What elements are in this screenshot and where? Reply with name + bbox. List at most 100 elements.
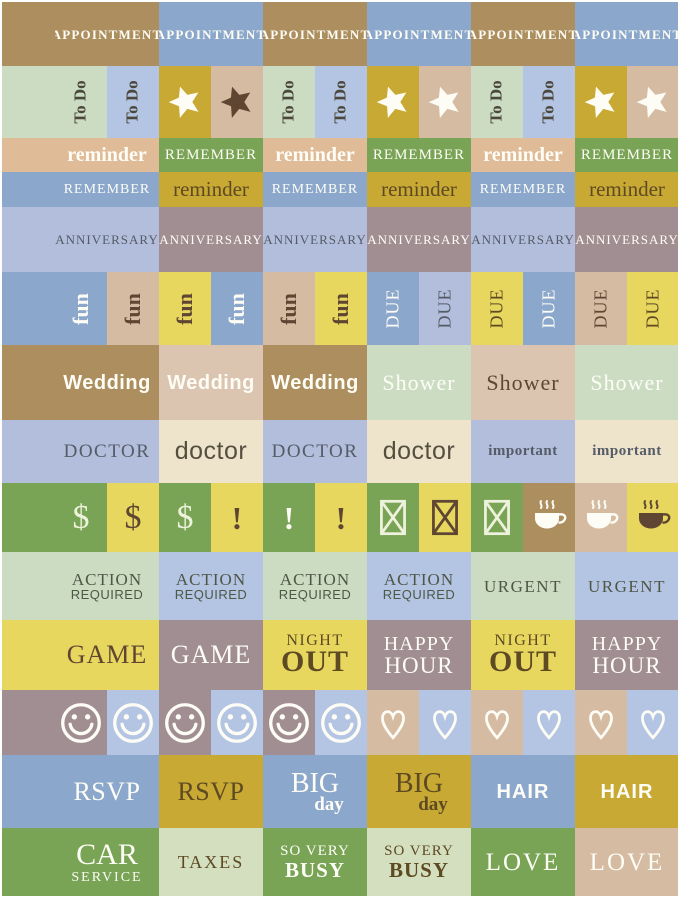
sticker-reminder: reminder [367,172,471,207]
sticker-appointment: APPOINTMENT [367,2,471,66]
sticker-due: DUE [419,272,471,345]
sticker-important: important [471,420,575,483]
sticker-appointment-label: APPOINTMENT [575,28,678,41]
sticker-love: LOVE [575,828,678,896]
sticker-hair: HAIR [471,755,575,828]
sheet-edge-strip [2,2,55,66]
sticker-fun-label: fun [275,292,301,325]
smiley-icon [318,700,364,746]
sticker-anniversary-label: ANNIVERSARY [575,233,678,246]
sticker-doctor-text: doctor [174,437,248,465]
sticker-remember: REMEMBER [471,172,575,207]
sticker-night-out-text: NIGHT [494,632,552,649]
coffee-icon [580,498,622,538]
sticker-fun-label: fun [171,292,197,325]
sticker-taxes: TAXES [159,828,263,896]
sticker-night-out-text: OUT [488,645,557,678]
sticker-due: DUE [367,272,419,345]
sticker-anniversary: ANNIVERSARY [367,207,471,272]
sticker-todo: To Do [523,66,575,138]
sticker-coffee [627,483,678,552]
sticker-anniversary-label: ANNIVERSARY [263,233,366,246]
sticker-doctor-label: DOCTOR [64,442,151,461]
sticker-dollar-label: $ [73,500,90,535]
smiley-icon [162,700,208,746]
sticker-anniversary: ANNIVERSARY [575,207,678,272]
sticker-wedding-label: Wedding [167,373,255,393]
sticker-anniversary: ANNIVERSARY [263,207,367,272]
sticker-action-required-text: REQUIRED [174,587,248,602]
sticker-taxes-text: TAXES [177,852,245,872]
sticker-anniversary-label: ANNIVERSARY [159,233,262,246]
sticker-love-text: LOVE [589,848,665,876]
sticker-doctor-text: DOCTOR [271,441,359,462]
sticker-remember-label: REMEMBER [272,182,359,197]
sticker-shower-label: Shower [382,371,455,394]
sheet-edge-strip [2,345,55,420]
sticker-happy-hour: HAPPY HOUR [575,620,678,690]
sticker-wedding: Wedding [55,345,159,420]
sticker-rsvp-label: RSVP [177,776,245,806]
sticker-appointment-label: APPOINTMENT [159,28,263,41]
row-symbols: $ $ $!!! [2,483,678,552]
sticker-due: DUE [575,272,627,345]
heart-icon [428,702,462,744]
heart-icon [532,702,566,744]
sticker-exclamation-text: ! [231,499,243,536]
smiley-icon [214,700,260,746]
heart-icon [584,702,618,744]
sticker-heart [471,690,523,755]
sticker-reminder: reminder [575,172,678,207]
sticker-doctor: doctor [367,420,471,483]
sticker-important-label: important [488,444,558,459]
sticker-fun-label: fun [67,292,93,325]
sticker-rsvp-text: RSVP [177,776,245,806]
sticker-hair-text: HAIR [600,780,654,803]
sticker-happy-hour-label: HAPPY HOUR [592,634,663,677]
sticker-so-very-busy: SO VERY BUSY [263,828,367,896]
sticker-gift [419,483,471,552]
sticker-anniversary-text: ANNIVERSARY [575,232,678,247]
sticker-remember-text: REMEMBER [63,181,151,197]
sticker-wedding: Wedding [263,345,367,420]
sticker-heart [523,690,575,755]
sticker-appointment-text: APPOINTMENT [471,26,575,42]
sticker-love-text: LOVE [485,848,561,876]
sticker-car-service-text: CAR [76,837,138,871]
sticker-exclamation-label: ! [284,502,295,534]
sticker-reminder-label: reminder [67,145,147,165]
sticker-shower-label: Shower [590,371,663,394]
sticker-action-required-text: REQUIRED [70,587,144,602]
sticker-urgent: URGENT [471,552,575,620]
sticker-todo: To Do [263,66,315,138]
sticker-action-required: ACTION REQUIRED [263,552,367,620]
sticker-big-day: BIG day [367,755,471,828]
row-rsvp: RSVP RSVP BIG day BIG day HAIR HAIR [2,755,678,828]
sticker-rsvp: RSVP [159,755,263,828]
sticker-shower: Shower [575,345,678,420]
sticker-doctor: DOCTOR [263,420,367,483]
sticker-shower: Shower [471,345,575,420]
sheet-edge-strip [2,172,55,207]
sticker-happy-hour-text: HAPPY [591,632,663,655]
sticker-remember: REMEMBER [575,138,678,172]
sticker-game: GAME [159,620,263,690]
sticker-star [367,66,419,138]
sticker-doctor: doctor [159,420,263,483]
sticker-reminder-label: reminder [173,179,249,200]
sticker-urgent-text: URGENT [484,576,562,596]
sticker-reminder: reminder [159,172,263,207]
sticker-appointment-text: APPOINTMENT [367,26,471,42]
sticker-remember-label: REMEMBER [63,181,151,197]
sticker-due-label: DUE [642,288,663,329]
sticker-due-label: DUE [382,288,403,329]
sticker-due-label: DUE [538,288,559,329]
sheet-edge-strip [2,207,55,272]
star-icon [634,83,672,121]
sticker-action-required-label: ACTION REQUIRED [71,571,144,601]
sticker-doctor-label: DOCTOR [272,442,359,461]
sticker-fun: fun [263,272,315,345]
sticker-reminder-label: reminder [381,179,457,200]
sticker-night-out-label: NIGHT OUT [281,633,349,677]
sticker-appointment: APPOINTMENT [471,2,575,66]
